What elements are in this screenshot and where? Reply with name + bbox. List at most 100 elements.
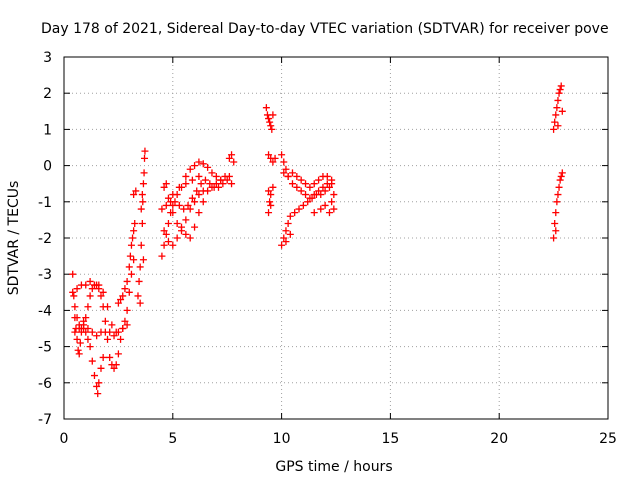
data-point [553,198,561,206]
x-tick-label: 20 [490,431,508,447]
data-point [223,176,231,184]
data-point [191,198,199,206]
data-point [550,234,558,242]
data-point [280,169,288,177]
data-point [95,379,103,387]
data-point [132,187,140,195]
data-point [173,220,181,228]
data-point [140,169,148,177]
data-point [321,187,329,195]
data-point [88,357,96,365]
data-point [112,328,120,336]
data-point [304,198,312,206]
data-point [295,205,303,213]
data-point [280,158,288,166]
data-point [117,296,125,304]
data-point [286,230,294,238]
data-point [99,288,107,296]
data-point [212,180,220,188]
data-point [293,172,301,180]
data-point [95,281,103,289]
data-point [191,162,199,170]
data-point [323,172,331,180]
data-point [558,169,566,177]
data-point [82,314,90,322]
data-point [171,198,179,206]
data-point [217,176,225,184]
data-point [125,263,133,271]
x-axis-ticks: 0 5 10 15 20 25 [60,57,617,447]
data-point [330,191,338,199]
data-point [319,183,327,191]
data-point [169,209,177,217]
data-points [69,82,566,398]
data-point [82,281,90,289]
data-point [317,205,325,213]
data-point [160,183,168,191]
data-point [178,227,186,235]
data-point [138,191,146,199]
data-point [84,303,92,311]
data-point [101,317,109,325]
data-point [94,390,102,398]
data-point [137,205,145,213]
data-point [266,198,274,206]
data-point [330,205,338,213]
data-point [125,288,133,296]
data-point [117,335,125,343]
data-point [182,180,190,188]
data-point [139,180,147,188]
data-point [86,343,94,351]
data-point [175,201,183,209]
data-point [286,212,294,220]
data-point [208,169,216,177]
data-point [195,209,203,217]
y-tick-label: 3 [43,50,52,66]
data-point [93,332,101,340]
data-point [302,191,310,199]
data-point [267,201,275,209]
x-axis-label: GPS time / hours [275,459,392,475]
data-point [228,180,236,188]
data-point [315,187,323,195]
data-point [551,118,559,126]
data-point [141,147,149,155]
data-point [182,172,190,180]
data-point [173,234,181,242]
data-point [160,241,168,249]
data-point [123,277,131,285]
data-point [288,169,296,177]
data-point [325,209,333,217]
data-point [75,350,83,358]
data-point [162,230,170,238]
data-point [212,172,220,180]
chart-title: Day 178 of 2021, Sidereal Day-to-day VTE… [41,21,609,37]
data-point [127,270,135,278]
data-point [182,230,190,238]
data-point [197,180,205,188]
data-point [269,111,277,119]
data-point [175,183,183,191]
data-point [82,328,90,336]
y-axis-label: SDTVAR / TECUs [6,181,22,296]
data-point [71,303,79,311]
data-point [225,172,233,180]
data-point [84,335,92,343]
data-point [135,277,143,285]
y-tick-label: -6 [38,376,52,392]
y-tick-label: -1 [38,195,52,211]
data-point [84,325,92,332]
data-point [121,317,129,325]
x-tick-label: 0 [60,431,69,447]
data-point [97,292,105,300]
data-point [123,321,131,329]
data-point [556,176,564,184]
data-point [302,180,310,188]
y-tick-label: -5 [38,340,52,356]
data-point [129,234,137,242]
data-point [112,361,120,369]
data-point [278,241,286,249]
data-point [130,191,138,199]
data-point [195,191,203,199]
